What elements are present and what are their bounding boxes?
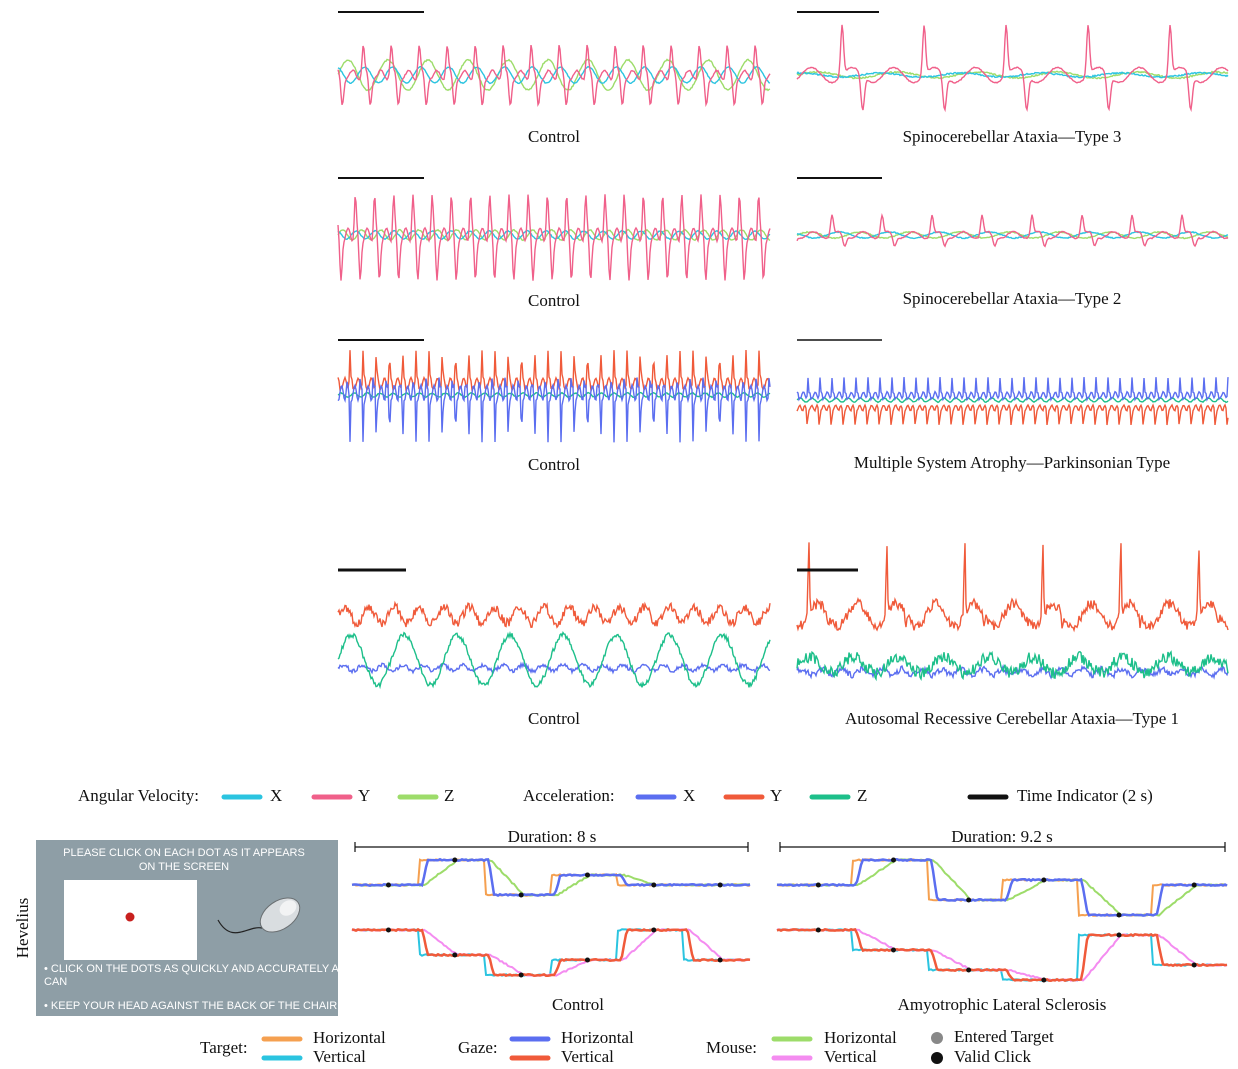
panel-label: Control (552, 995, 604, 1014)
legend-bottom: Target: Horizontal Vertical Gaze: Horizo… (200, 1027, 1054, 1066)
legend-title: Gaze: (458, 1038, 498, 1057)
trace (518, 892, 524, 898)
panel-label: Control (528, 127, 580, 146)
trace (796, 396, 1229, 404)
legend-title: Target: (200, 1038, 248, 1057)
trace (796, 663, 1229, 680)
trace (815, 882, 821, 888)
trace (651, 882, 657, 888)
trace (1191, 962, 1197, 968)
trace (452, 952, 458, 958)
instruction: ON THE SCREEN (139, 861, 229, 873)
panel-label: Amyotrophic Lateral Sclerosis (898, 995, 1107, 1014)
trace (815, 927, 821, 933)
trace (337, 600, 771, 629)
trace (337, 661, 771, 675)
target-dot (125, 912, 135, 922)
trace (351, 858, 751, 897)
trace (337, 349, 771, 394)
trace (891, 947, 897, 953)
trace (385, 882, 391, 888)
legend-item: Y (358, 786, 370, 805)
trace (584, 957, 590, 963)
trace (966, 967, 972, 973)
trace (966, 897, 972, 903)
duration: Duration: 9.2 s (951, 827, 1053, 846)
panel-label: Control (528, 455, 580, 474)
bullet: CAN (44, 976, 67, 988)
traces (337, 24, 1229, 983)
panel-label: Spinocerebellar Ataxia—Type 3 (903, 127, 1122, 146)
panel-label: Spinocerebellar Ataxia—Type 2 (903, 289, 1122, 308)
legend-item: Horizontal (313, 1028, 386, 1047)
duration: Duration: 8 s (508, 827, 597, 846)
trace (717, 957, 723, 963)
panel-label: Control (528, 709, 580, 728)
trace (337, 58, 771, 92)
trace (337, 630, 771, 690)
legend-item: Vertical (824, 1047, 877, 1066)
panel-label: Autosomal Recessive Cerebellar Ataxia—Ty… (845, 709, 1179, 728)
trace (351, 857, 751, 898)
legend-top: Angular Velocity: X Y Z Acceleration: X … (78, 786, 1153, 805)
trace (337, 377, 771, 443)
trace (796, 650, 1229, 682)
trace (776, 927, 1228, 983)
legend-item: Z (444, 786, 454, 805)
trace (351, 927, 751, 978)
trace (776, 858, 1228, 917)
panel-label: Control (528, 291, 580, 310)
trace (584, 872, 590, 878)
bullet: • KEEP YOUR HEAD AGAINST THE BACK OF THE… (44, 1000, 337, 1012)
trace (796, 70, 1229, 80)
trace (1041, 877, 1047, 883)
trace (1041, 977, 1047, 983)
legend-item: Vertical (313, 1047, 366, 1066)
trace (796, 24, 1229, 113)
trace (452, 857, 458, 863)
legend-item: Vertical (561, 1047, 614, 1066)
legend-item: Horizontal (824, 1028, 897, 1047)
trace (796, 542, 1229, 633)
legend-title: Angular Velocity: (78, 786, 199, 805)
legend-title: Acceleration: (523, 786, 615, 805)
legend-item: Valid Click (954, 1047, 1031, 1066)
trace (796, 403, 1229, 426)
trace (337, 44, 771, 108)
trace (796, 377, 1229, 402)
trace (518, 972, 524, 978)
side-label: Hevelius (13, 898, 32, 958)
trace (651, 927, 657, 933)
mouse-icon (217, 897, 301, 934)
trace (796, 212, 1229, 248)
trace (1116, 932, 1122, 938)
legend-item: X (270, 786, 282, 805)
trace (776, 857, 1228, 917)
legend-item: Horizontal (561, 1028, 634, 1047)
legend-item: X (683, 786, 695, 805)
trace (776, 928, 1228, 982)
time-bars (338, 11, 882, 572)
legend-item: Y (770, 786, 782, 805)
panel-label: Multiple System Atrophy—Parkinsonian Typ… (854, 453, 1170, 472)
trace (385, 927, 391, 933)
trace (337, 194, 771, 281)
legend-item: Time Indicator (2 s) (1017, 786, 1153, 805)
legend-title: Mouse: (706, 1038, 757, 1057)
trace (796, 71, 1229, 79)
trace (352, 928, 751, 977)
duration-bars (354, 842, 1226, 852)
trace (1116, 912, 1122, 918)
trace (337, 65, 771, 85)
trace (1191, 882, 1197, 888)
legend-item: Z (857, 786, 867, 805)
trace (891, 857, 897, 863)
trace (717, 882, 723, 888)
instruction: PLEASE CLICK ON EACH DOT AS IT APPEARS (63, 847, 305, 859)
bullet: • CLICK ON THE DOTS AS QUICKLY AND ACCUR… (44, 963, 373, 975)
legend-item: Entered Target (954, 1027, 1054, 1046)
trace (337, 229, 771, 241)
